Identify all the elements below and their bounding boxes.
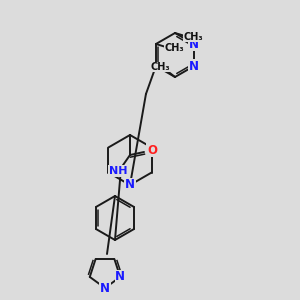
Text: O: O [147, 143, 157, 157]
Text: N: N [189, 38, 199, 50]
Text: CH₃: CH₃ [150, 62, 170, 72]
Text: CH₃: CH₃ [183, 32, 203, 42]
Text: CH₃: CH₃ [164, 43, 184, 53]
Text: N: N [115, 270, 125, 284]
Text: N: N [189, 59, 199, 73]
Text: N: N [125, 178, 135, 191]
Text: NH: NH [109, 166, 127, 176]
Text: N: N [100, 281, 110, 295]
